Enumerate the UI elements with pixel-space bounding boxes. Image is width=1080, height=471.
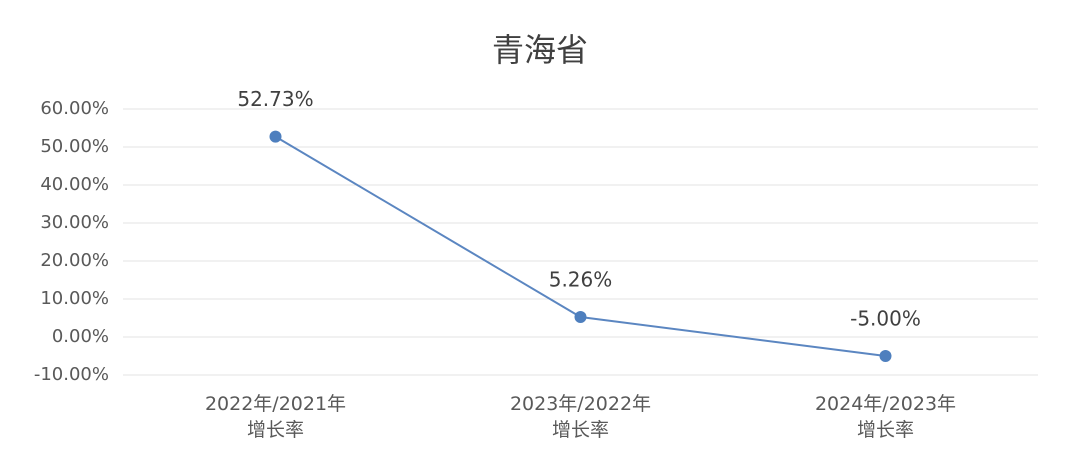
y-tick-label: 40.00% [40,174,109,195]
point [269,130,282,143]
y-tick-label: -10.00% [34,364,109,385]
data-label: 52.73% [237,87,313,111]
data-label: -5.00% [850,307,921,331]
point [574,311,587,324]
x-tick-label: 2022年/2021年 增长率 [204,393,347,441]
y-tick-label: 0.00% [52,326,109,347]
y-tick-label: 20.00% [40,250,109,271]
y-tick-label: 10.00% [40,288,109,309]
data-label: 5.26% [549,268,613,292]
point [879,350,892,362]
line [274,135,886,357]
y-tick-label: 50.00% [40,136,109,157]
x-tick-label: 2023年/2022年 增长率 [509,393,652,441]
y-tick-label: 60.00% [40,98,109,119]
x-tick-label: 2024年/2023年 增长率 [814,393,957,441]
chart-title: 青海省 [492,31,588,69]
y-tick-label: 30.00% [40,212,109,233]
